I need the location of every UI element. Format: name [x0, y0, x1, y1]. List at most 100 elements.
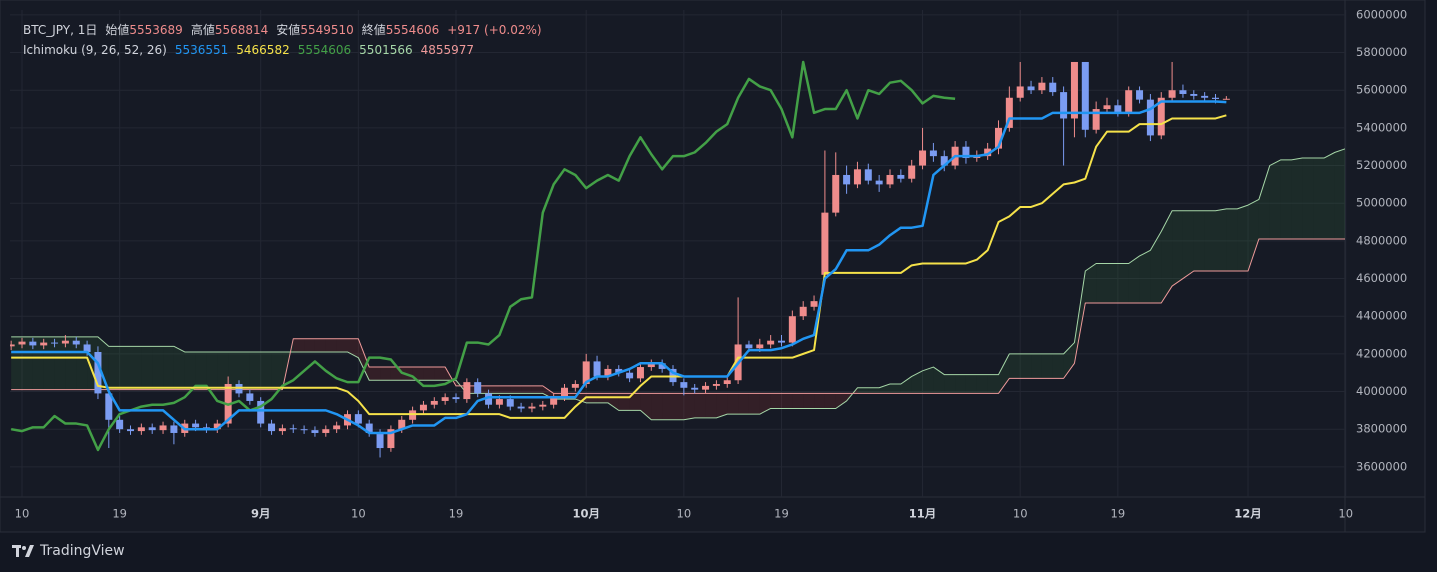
cloud-fill	[1258, 165, 1270, 239]
y-tick-label: 4400000	[1356, 309, 1407, 323]
candle-body	[1038, 82, 1046, 91]
candle-body	[268, 423, 276, 432]
candle-body	[1146, 99, 1154, 136]
y-tick-label: 5200000	[1356, 158, 1407, 172]
cloud-fill	[662, 393, 673, 420]
candle-body	[10, 344, 15, 347]
candle-body	[1212, 97, 1219, 99]
symbol: BTC_JPY, 1日	[23, 23, 98, 37]
cloud-fill	[868, 387, 880, 394]
y-tick-label: 5600000	[1356, 83, 1407, 97]
cloud-fill	[32, 336, 44, 390]
candle-body	[430, 400, 438, 405]
candle-body	[517, 406, 525, 409]
indicator-line	[11, 100, 1227, 435]
x-tick-label: 19	[1111, 507, 1126, 521]
candle-body	[626, 372, 634, 379]
cloud-fill	[1324, 152, 1335, 239]
indicator-value: 5466582	[236, 43, 290, 57]
cloud-fill	[965, 374, 977, 394]
candle-body	[723, 380, 731, 385]
candle-body	[1179, 90, 1187, 94]
x-tick-label: 19	[112, 507, 127, 521]
candle-body	[365, 423, 373, 433]
indicator-line	[10, 60, 956, 452]
cloud-fill	[770, 393, 782, 409]
cloud-fill	[152, 346, 164, 390]
cloud-fill	[933, 367, 945, 394]
ohlc-value: 5554606	[385, 23, 440, 37]
cloud-fill	[1193, 210, 1205, 272]
candle-body	[756, 344, 764, 349]
cloud-fill	[1182, 210, 1194, 279]
y-tick-label: 6000000	[1356, 7, 1407, 21]
candle-body	[1027, 86, 1035, 91]
cloud-fill	[1052, 353, 1064, 379]
candle-body	[550, 397, 558, 405]
cloud-fill	[1041, 353, 1053, 379]
plot-area	[10, 60, 1345, 458]
cloud-fill	[510, 385, 522, 394]
cloud-fill	[325, 338, 337, 352]
candle-body	[788, 316, 796, 343]
candle-body	[984, 148, 992, 157]
candle-body	[463, 382, 471, 400]
candle-body	[452, 397, 460, 400]
cloud-fill	[499, 385, 511, 394]
ohlc-label: 終値	[361, 23, 386, 37]
candle-body	[897, 174, 905, 179]
legend-row: Ichimoku (9, 26, 52, 26) 5536551 5466582 55…	[23, 40, 542, 60]
candle-body	[83, 344, 91, 352]
cloud-fill	[369, 367, 381, 381]
cloud-fill	[336, 338, 348, 352]
candle-body	[571, 384, 579, 388]
cloud-fill	[1150, 231, 1162, 304]
cloud-fill	[1172, 210, 1183, 287]
cloud-fill	[11, 336, 22, 390]
cloud-fill	[1291, 158, 1303, 239]
cloud-fill	[163, 346, 174, 390]
candle-body	[170, 425, 178, 433]
cloud-fill	[521, 385, 532, 394]
y-tick-label: 5400000	[1356, 120, 1407, 134]
cloud-fill	[184, 351, 196, 390]
cloud-fill	[249, 351, 261, 390]
cloud-fill	[781, 393, 793, 409]
cloud-fill	[1302, 158, 1314, 239]
cloud-fill	[922, 367, 934, 394]
cloud-fill	[1269, 159, 1281, 239]
cloud-fill	[195, 351, 207, 390]
cloud-fill	[1280, 159, 1292, 239]
candle-body	[1125, 90, 1133, 113]
cloud-fill	[683, 393, 695, 420]
cloud-fill	[358, 338, 370, 381]
candle-body	[778, 340, 785, 343]
candle-body	[712, 384, 720, 386]
candle-body	[1201, 95, 1209, 98]
candle-body	[246, 393, 254, 401]
y-tick-label: 4800000	[1356, 233, 1407, 247]
candle-body	[929, 150, 937, 157]
candle-body	[495, 399, 503, 405]
x-tick-label: 10	[677, 507, 692, 521]
candle-body	[1136, 90, 1144, 100]
y-tick-label: 4000000	[1356, 384, 1407, 398]
cloud-fill	[944, 374, 956, 394]
cloud-fill	[629, 393, 641, 411]
cloud-fill	[108, 346, 120, 390]
candle-body	[940, 156, 948, 166]
chart-frame	[0, 0, 1426, 533]
cloud-fill	[22, 336, 33, 390]
candle-body	[1157, 97, 1165, 136]
candle-body	[94, 351, 102, 394]
cloud-fill	[1139, 250, 1151, 304]
cloud-fill	[423, 367, 435, 381]
candle-body	[1092, 109, 1100, 130]
candle-body	[702, 385, 710, 390]
candle-body	[810, 301, 818, 307]
candle-body	[322, 429, 330, 433]
cloud-fill	[694, 393, 706, 418]
candle-body	[506, 399, 514, 407]
cloud-fill	[835, 393, 847, 409]
candle-body	[148, 427, 156, 431]
